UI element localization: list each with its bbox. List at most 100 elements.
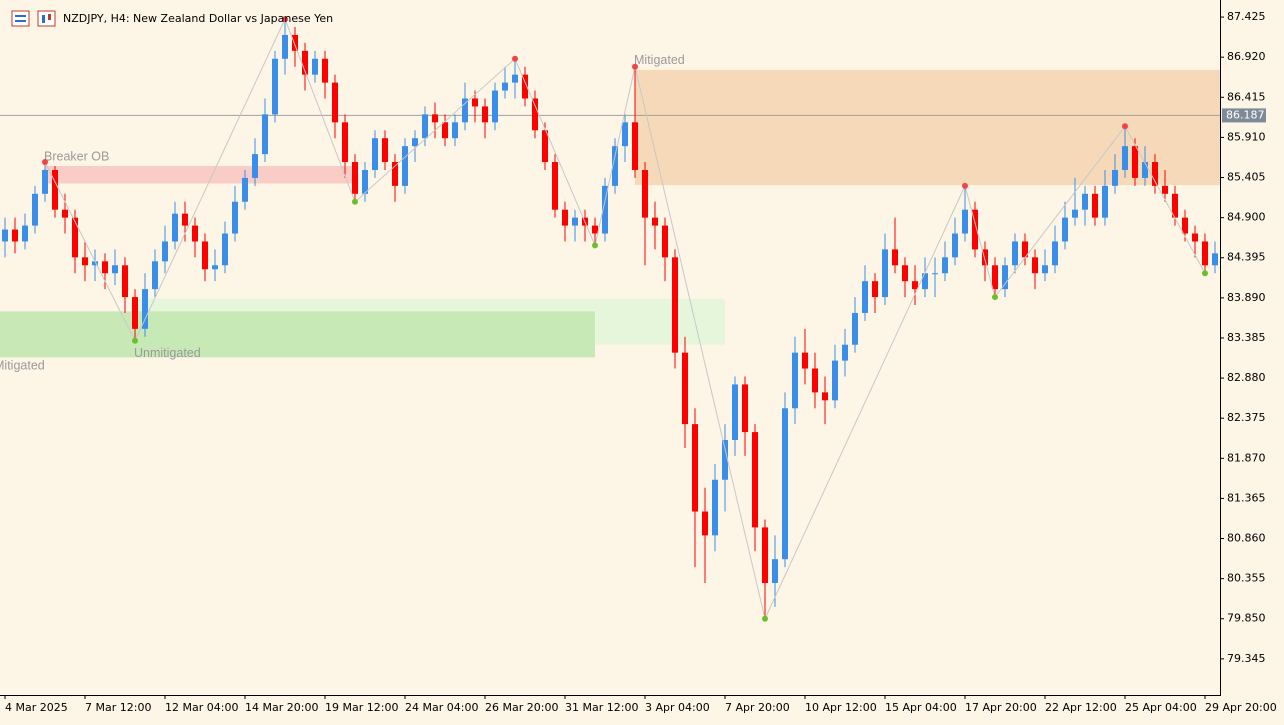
candle-body: [402, 146, 408, 186]
candle-body: [622, 122, 628, 147]
candle-body: [692, 424, 698, 512]
y-tick-label: 83.890: [1227, 291, 1266, 304]
candle-body: [672, 257, 678, 353]
y-tick-label: 85.910: [1227, 130, 1266, 143]
candle-body: [982, 249, 988, 266]
candle-body: [422, 114, 428, 139]
candle-body: [412, 138, 418, 147]
candle-body: [702, 511, 708, 536]
candle-body: [2, 229, 8, 242]
candle-body: [782, 408, 788, 560]
candle-body: [12, 229, 18, 242]
candle-body: [592, 225, 598, 234]
candle-body: [242, 177, 248, 202]
candle-body: [1152, 162, 1158, 186]
candle-body: [42, 169, 48, 194]
candle-body: [682, 352, 688, 425]
y-tick-label: 79.850: [1227, 612, 1266, 625]
candle-body: [912, 281, 918, 290]
candle-body: [822, 392, 828, 401]
y-tick-label: 80.355: [1227, 572, 1266, 585]
candle-body: [202, 241, 208, 270]
menu-icon[interactable]: [11, 10, 30, 27]
x-tick-label: 7 Mar 12:00: [85, 701, 151, 714]
candle-body: [752, 432, 758, 528]
candle-body: [492, 90, 498, 123]
candle-body: [652, 217, 658, 226]
zone: [45, 166, 355, 184]
candle-body: [102, 261, 108, 274]
y-tick-label: 84.900: [1227, 211, 1266, 224]
candle-body: [482, 106, 488, 123]
candle-body: [1212, 253, 1218, 266]
candle-body: [1192, 233, 1198, 242]
zone: [0, 311, 595, 358]
candle-body: [372, 138, 378, 170]
candle-body: [562, 209, 568, 226]
candle-body: [1132, 146, 1138, 178]
candle-body: [572, 217, 578, 226]
candle-body: [502, 82, 508, 91]
candle-body: [92, 261, 98, 266]
x-tick-label: 15 Apr 04:00: [885, 701, 957, 714]
candle-body: [742, 384, 748, 433]
candle-body: [52, 169, 58, 210]
zone-label: Mitigated: [0, 359, 45, 373]
candle-body: [22, 225, 28, 242]
candle-body: [922, 273, 928, 290]
chart-icon[interactable]: [37, 10, 56, 27]
candle-body: [332, 82, 338, 123]
candle-body: [142, 289, 148, 329]
candle-body: [1112, 169, 1118, 186]
price-tag-label: 86.187: [1226, 108, 1265, 121]
x-tick-label: 31 Mar 12:00: [565, 701, 638, 714]
candle-body: [1082, 193, 1088, 210]
candle-body: [802, 352, 808, 369]
candle-body: [182, 213, 188, 226]
candle-body: [1102, 185, 1108, 218]
swing-point: [42, 159, 48, 166]
x-tick-label: 3 Apr 04:00: [645, 701, 710, 714]
candle-body: [772, 559, 778, 584]
candle-body: [612, 146, 618, 186]
zone-label: Breaker OB: [44, 149, 109, 163]
candle-body: [192, 225, 198, 242]
candle-body: [632, 122, 638, 170]
candle-body: [312, 58, 318, 75]
candle-body: [382, 138, 388, 163]
swing-point: [762, 615, 768, 622]
candle-body: [842, 344, 848, 361]
candle-body: [252, 154, 258, 178]
y-tick-label: 81.870: [1227, 451, 1266, 464]
candle-body: [882, 249, 888, 298]
candle-body: [872, 281, 878, 298]
toolbar-icons[interactable]: [11, 10, 56, 27]
swing-point: [592, 242, 598, 249]
candle-body: [1002, 265, 1008, 290]
candle-body: [972, 209, 978, 250]
candle-body: [1012, 241, 1018, 266]
x-tick-label: 29 Apr 20:00: [1205, 701, 1277, 714]
candle-body: [132, 297, 138, 329]
candle-body: [1052, 241, 1058, 266]
candle-body: [282, 34, 288, 59]
zone-label: Unmitigated: [134, 346, 201, 360]
candle-body: [362, 169, 368, 194]
candle-body: [1172, 193, 1178, 218]
y-tick-label: 87.425: [1227, 10, 1266, 23]
candle-body: [452, 122, 458, 139]
candle-body: [862, 281, 868, 313]
candle-body: [1162, 185, 1168, 194]
y-tick-label: 84.395: [1227, 251, 1266, 264]
x-tick-label: 7 Apr 20:00: [725, 701, 790, 714]
candle-body: [162, 241, 168, 262]
candle-body: [442, 122, 448, 139]
candle-body: [892, 249, 898, 266]
candle-body: [902, 265, 908, 282]
icon-bar: [48, 14, 51, 20]
candle-body: [1042, 265, 1048, 274]
candle-body: [1072, 209, 1078, 218]
y-tick-label: 81.365: [1227, 491, 1266, 504]
y-tick-label: 83.385: [1227, 331, 1266, 344]
candle-body: [432, 114, 438, 123]
